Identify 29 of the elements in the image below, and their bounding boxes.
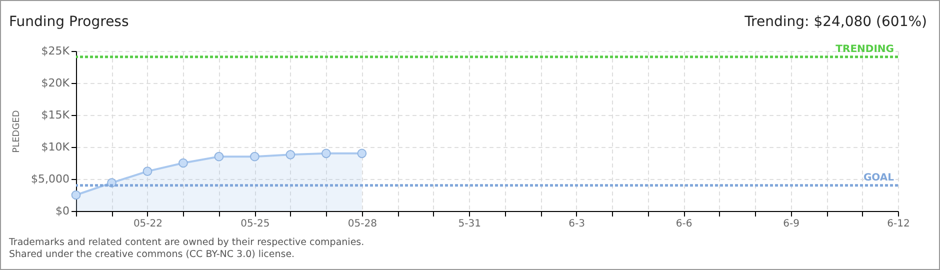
y-tick-label: $25K (41, 44, 70, 58)
x-tick-label: 05-25 (240, 218, 270, 230)
point (142, 166, 152, 176)
y-tick-label: $20K (41, 76, 70, 90)
point (286, 150, 296, 160)
y-tick-label: $5,000 (31, 172, 70, 186)
x-tick-label: 5-31 (458, 218, 481, 230)
text: Trademarks and related content are owned by their respective companies. (9, 237, 364, 249)
point (214, 152, 224, 162)
y-tick-label: $0 (56, 204, 70, 218)
ref-line-label: GOAL (863, 172, 895, 184)
x-tick-label: 05-28 (348, 218, 377, 230)
x-tick-label: 6-9 (783, 218, 800, 230)
x-tick-label: 6-3 (568, 218, 586, 230)
ref-line-label: TRENDING (836, 44, 894, 55)
x-tick-label: 6-12 (887, 218, 910, 230)
chart-subtitle: Trending: $24,080 (601%) (744, 14, 927, 30)
point (71, 190, 81, 200)
y-axis-title: PLEDGED (12, 110, 22, 153)
x-tick-label: 05-22 (133, 218, 163, 230)
x-tick-label: 6-6 (676, 218, 692, 230)
text: Shared under the creative commons (CC BY-NC 3.0) license. (9, 249, 296, 261)
y-tick-label: $15K (41, 108, 70, 122)
y-tick-label: $10K (41, 140, 70, 154)
point (321, 148, 331, 158)
point (250, 152, 260, 162)
point (357, 148, 367, 158)
chart-title: Funding Progress (9, 14, 129, 30)
point (178, 158, 188, 168)
